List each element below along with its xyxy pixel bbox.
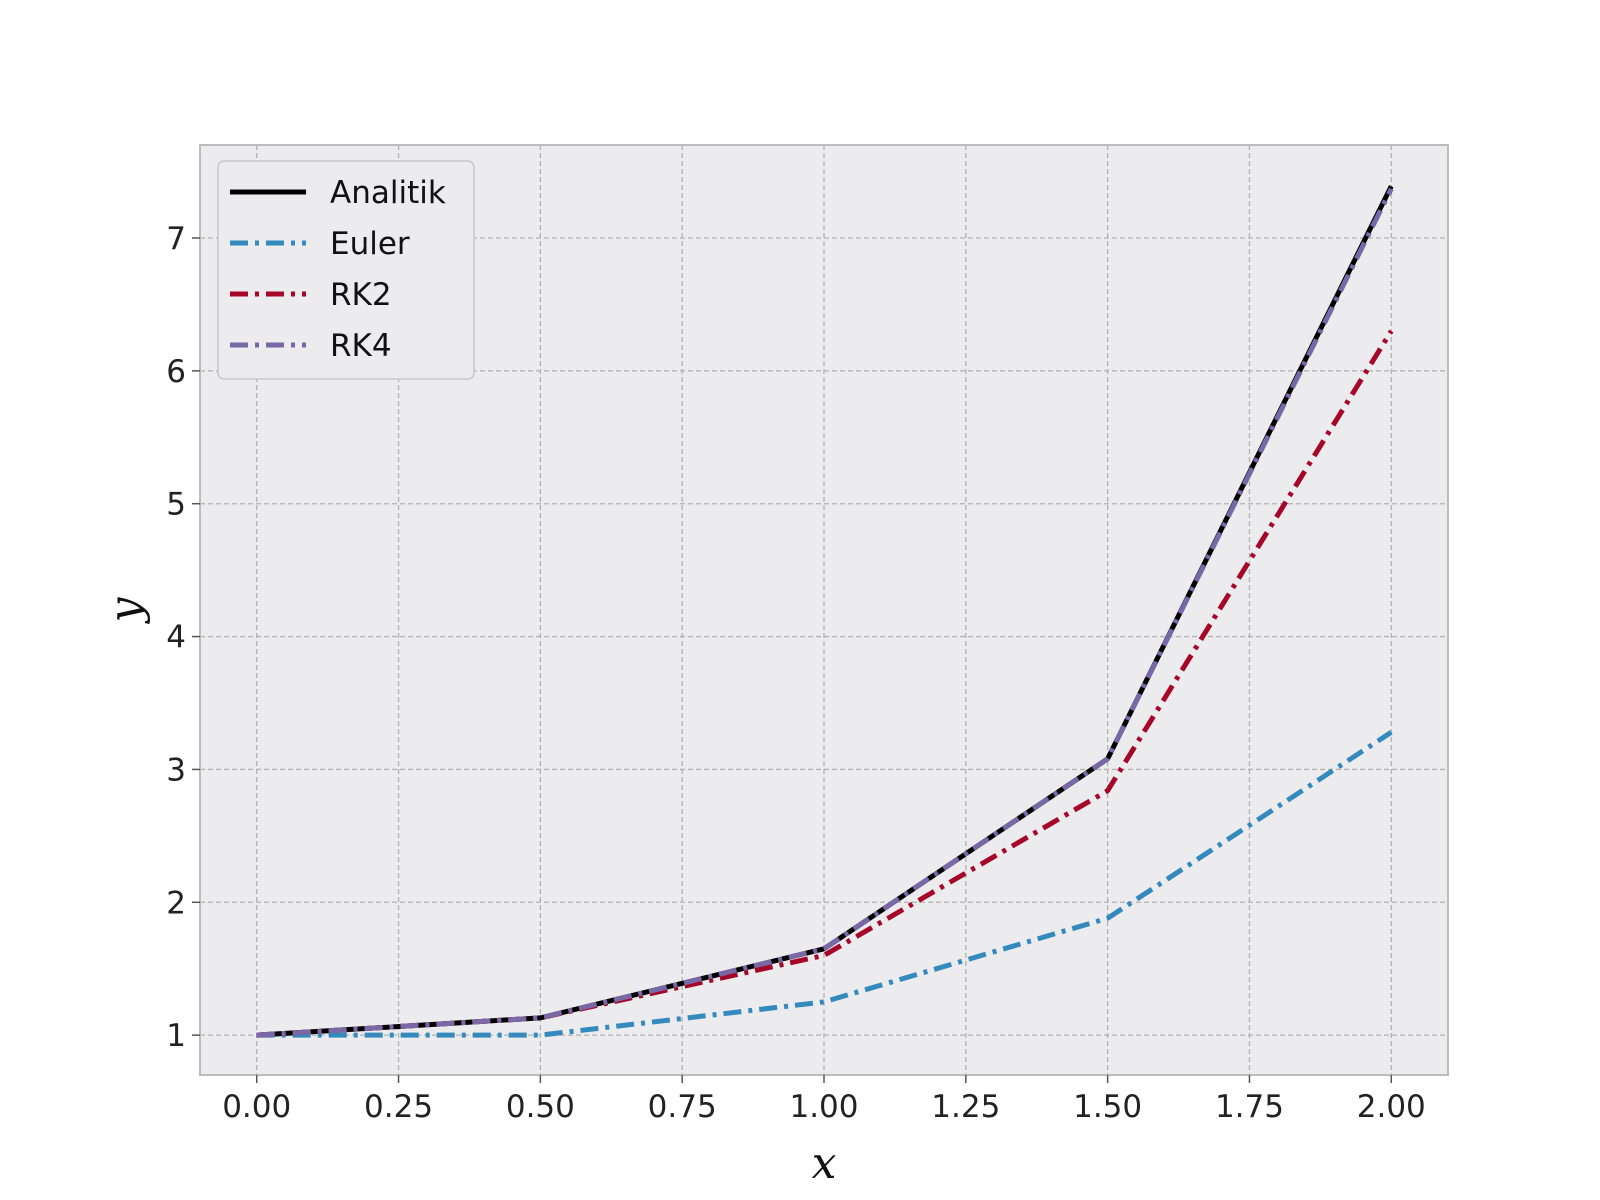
y-tick-label: 5: [166, 487, 186, 523]
x-tick-label: 1.75: [1215, 1089, 1284, 1125]
x-tick-label: 0.25: [364, 1089, 433, 1125]
y-axis-label: y: [100, 596, 151, 624]
series-line-euler: [256, 730, 1393, 1038]
x-axis-label: x: [812, 1138, 837, 1189]
series-line-rk4: [256, 187, 1394, 1038]
legend-entry-rk4[interactable]: RK4: [330, 328, 392, 364]
y-tick-label: 4: [166, 620, 186, 656]
y-tick-label: 1: [166, 1018, 186, 1054]
x-tick-label: 0.50: [506, 1089, 575, 1125]
x-tick-label: 1.00: [789, 1089, 858, 1125]
x-tick-label: 0.75: [648, 1089, 717, 1125]
x-tick-label: 1.25: [931, 1089, 1000, 1125]
legend-frame: [217, 160, 475, 380]
y-axis: 1 2 3 4 5 6 7: [166, 221, 200, 1054]
x-tick-label: 1.50: [1073, 1089, 1142, 1125]
x-tick-label: 0.00: [222, 1089, 291, 1125]
y-tick-label: 2: [166, 885, 186, 921]
x-axis: 0.00 0.25 0.50 0.75 1.00 1.25 1.50 1.75 2.00: [222, 1075, 1426, 1125]
legend-entry-euler[interactable]: Euler: [330, 226, 410, 262]
legend-entry-analitik[interactable]: Analitik: [330, 175, 446, 211]
grid: [200, 145, 1448, 1075]
x-tick-label: 2.00: [1357, 1089, 1426, 1125]
y-tick-label: 6: [166, 354, 186, 390]
legend[interactable]: Analitik Euler RK2 RK4: [217, 160, 475, 380]
legend-entry-rk2[interactable]: RK2: [330, 277, 392, 313]
y-tick-label: 7: [166, 221, 186, 257]
series-layer: [256, 185, 1394, 1038]
y-tick-label: 3: [166, 752, 186, 788]
